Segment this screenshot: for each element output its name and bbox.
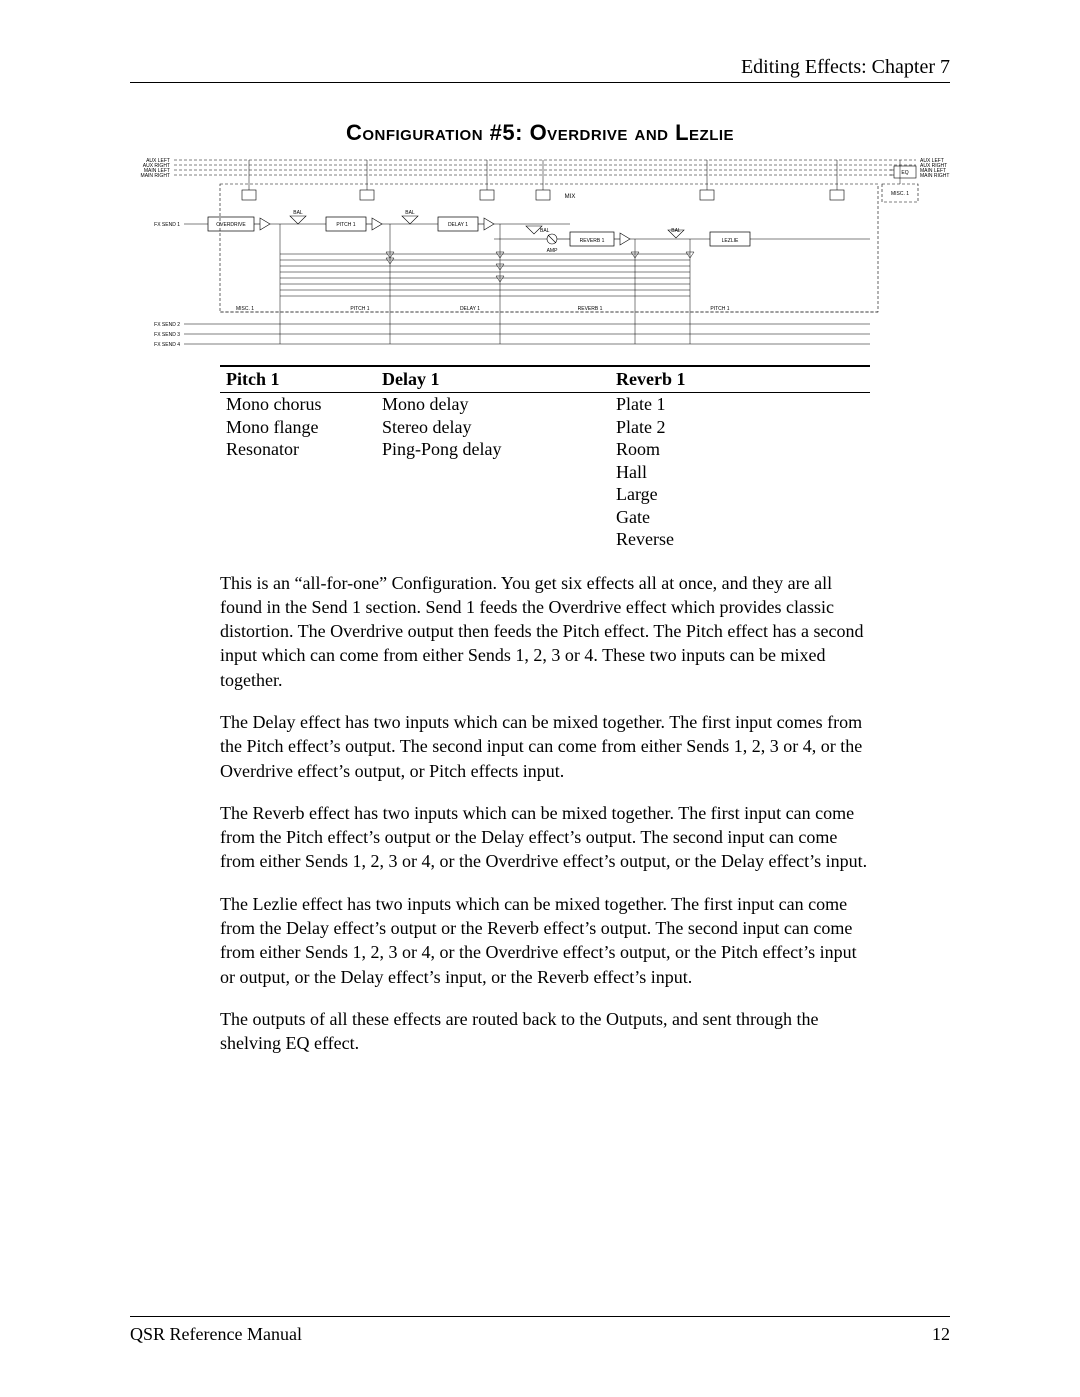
block-reverb: REVERB 1 xyxy=(580,238,605,244)
table-row: Hall xyxy=(220,461,870,484)
amp-label: AMP xyxy=(547,248,559,254)
cell: Resonator xyxy=(220,438,376,461)
bottom-pitch1b: PITCH 1 xyxy=(710,306,729,312)
content-column: Pitch 1 Delay 1 Reverb 1 Mono chorus Mon… xyxy=(220,365,870,1056)
table-row: Resonator Ping-Pong delay Room xyxy=(220,438,870,461)
fx-send-1: FX SEND 1 xyxy=(154,222,180,228)
block-pitch: PITCH 1 xyxy=(336,222,355,228)
cell: Plate 2 xyxy=(610,416,870,439)
cell: Mono flange xyxy=(220,416,376,439)
fx-send-3: FX SEND 3 xyxy=(154,332,180,338)
paragraph: The Lezlie effect has two inputs which c… xyxy=(220,892,870,989)
header-rule xyxy=(130,82,950,83)
fx-send-2: FX SEND 2 xyxy=(154,322,180,328)
table-row: Mono flange Stereo delay Plate 2 xyxy=(220,416,870,439)
page: Editing Effects: Chapter 7 Configuration… xyxy=(0,0,1080,1397)
cell: Hall xyxy=(610,461,870,484)
table-row: Mono chorus Mono delay Plate 1 xyxy=(220,393,870,416)
footer-left: QSR Reference Manual xyxy=(130,1324,302,1345)
table-row: Large xyxy=(220,483,870,506)
label-main-right-r: MAIN RIGHT xyxy=(920,173,949,179)
block-lezlie: LEZLIE xyxy=(722,238,739,244)
cell: Mono chorus xyxy=(220,393,376,416)
cell: Plate 1 xyxy=(610,393,870,416)
paragraph: The Reverb effect has two inputs which c… xyxy=(220,801,870,874)
bal-1: BAL xyxy=(293,210,303,216)
page-number: 12 xyxy=(932,1324,950,1345)
cell: Stereo delay xyxy=(376,416,610,439)
table-row: Gate xyxy=(220,506,870,529)
paragraph: The outputs of all these effects are rou… xyxy=(220,1007,870,1056)
bal-3: BAL xyxy=(540,228,550,234)
cell: Room xyxy=(610,438,870,461)
signal-flow-diagram: AUX LEFT AUX RIGHT MAIN LEFT MAIN RIGHT … xyxy=(130,154,950,354)
effects-table: Pitch 1 Delay 1 Reverb 1 Mono chorus Mon… xyxy=(220,365,870,551)
paragraph: This is an “all-for-one” Configuration. … xyxy=(220,571,870,692)
bottom-reverb1: REVERB 1 xyxy=(578,306,603,312)
config-title: Configuration #5: Overdrive and Lezlie xyxy=(130,120,950,146)
th-pitch: Pitch 1 xyxy=(220,366,376,393)
fx-send-4: FX SEND 4 xyxy=(154,342,180,348)
block-delay: DELAY 1 xyxy=(448,222,468,228)
th-reverb: Reverb 1 xyxy=(610,366,870,393)
misc1-label: MISC. 1 xyxy=(891,191,909,197)
cell: Gate xyxy=(610,506,870,529)
eq-label: EQ xyxy=(901,170,908,176)
cell: Large xyxy=(610,483,870,506)
bottom-misc1: MISC. 1 xyxy=(236,306,254,312)
paragraph: The Delay effect has two inputs which ca… xyxy=(220,710,870,783)
bal-4: BAL xyxy=(671,228,681,234)
block-overdrive: OVERDRIVE xyxy=(216,222,246,228)
th-delay: Delay 1 xyxy=(376,366,610,393)
bottom-delay1: DELAY 1 xyxy=(460,306,480,312)
bal-2: BAL xyxy=(405,210,415,216)
mix-label: MIX xyxy=(565,194,576,200)
cell: Ping-Pong delay xyxy=(376,438,610,461)
cell: Reverse xyxy=(610,528,870,551)
label-main-right-l: MAIN RIGHT xyxy=(141,173,170,179)
table-row: Reverse xyxy=(220,528,870,551)
footer-rule xyxy=(130,1316,950,1317)
running-header: Editing Effects: Chapter 7 xyxy=(741,56,950,79)
bottom-pitch1: PITCH 1 xyxy=(350,306,369,312)
cell: Mono delay xyxy=(376,393,610,416)
